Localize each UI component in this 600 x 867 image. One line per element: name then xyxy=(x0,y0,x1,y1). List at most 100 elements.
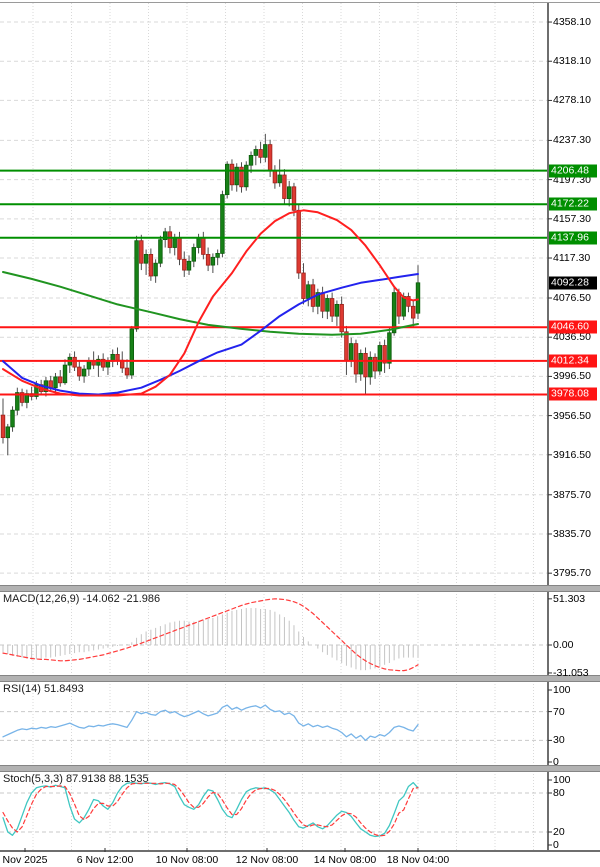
price-tick-label: 4278.10 xyxy=(553,94,591,107)
bull-candle xyxy=(162,231,168,241)
bull-candle xyxy=(415,282,421,314)
bear-candle xyxy=(139,240,144,264)
time-axis-label: 10 Nov 08:00 xyxy=(155,854,219,866)
time-axis[interactable]: Nov 2025 6 Nov 12:00 10 Nov 08:00 12 Nov 08… xyxy=(0,852,600,867)
bear-candle xyxy=(0,414,6,439)
rsi-indicator-label: RSI(14) 51.8493 xyxy=(3,683,84,695)
bull-candle xyxy=(129,328,134,376)
stoch-tick-label: 100 xyxy=(553,774,571,786)
price-axis[interactable]: 4358.10 4318.10 4278.10 4237.30 4197.30 4157.… xyxy=(549,0,600,852)
price-tick-label: 3996.50 xyxy=(553,370,591,383)
bear-candle xyxy=(363,352,368,378)
bull-candle xyxy=(210,256,216,266)
price-tick-label: 3795.70 xyxy=(553,567,591,580)
macd-tick-label: 51.303 xyxy=(553,592,586,605)
stoch-tick-label: 0 xyxy=(553,839,559,851)
bear-candle xyxy=(177,237,182,260)
bear-candle xyxy=(291,186,297,211)
rsi-tick-label: 100 xyxy=(553,684,571,696)
bull-candle xyxy=(191,247,196,262)
bear-candle xyxy=(272,170,278,184)
macd-indicator-label: MACD(12,26,9) -14.062 -21.986 xyxy=(3,593,161,605)
panel-separator[interactable] xyxy=(0,765,600,772)
time-axis-label: Nov 2025 xyxy=(2,854,48,866)
bear-candle xyxy=(124,367,130,376)
support-price-label: 4012.34 xyxy=(549,354,597,368)
panel-separator[interactable] xyxy=(0,585,600,592)
bull-candle xyxy=(234,166,239,186)
ma_blue_fast-line xyxy=(2,273,419,396)
price-tick-label: 4117.30 xyxy=(553,252,591,265)
bear-candle xyxy=(205,253,211,266)
bull-candle xyxy=(224,163,230,195)
bull-candle xyxy=(286,186,292,200)
resistance-price-label: 4172.22 xyxy=(549,197,597,211)
bear-candle xyxy=(239,166,244,188)
bull-candle xyxy=(387,332,392,364)
bear-candle xyxy=(406,296,411,307)
bear-candle xyxy=(353,343,359,375)
panel-separator[interactable] xyxy=(0,675,600,682)
bear-candle xyxy=(267,144,273,172)
bear-candle xyxy=(320,292,325,312)
price-tick-label: 4157.30 xyxy=(553,212,591,225)
bull-candle xyxy=(143,253,149,264)
bear-candle xyxy=(410,305,416,319)
bull-candle xyxy=(377,345,382,372)
bull-candle xyxy=(391,292,397,334)
time-axis-label: 18 Nov 04:00 xyxy=(386,854,450,866)
bull-candle xyxy=(358,352,363,375)
bull-candle xyxy=(253,149,258,156)
bull-candle xyxy=(315,292,320,307)
price-tick-label: 4358.10 xyxy=(553,16,591,29)
bear-candle xyxy=(115,353,120,361)
bear-candle xyxy=(382,345,387,364)
stoch-indicator-label: Stoch(5,3,3) 87.9138 88.1535 xyxy=(3,773,149,785)
stoch-main-line xyxy=(2,781,419,838)
bull-candle xyxy=(5,426,10,439)
bull-candle xyxy=(86,360,92,370)
bull-candle xyxy=(244,164,249,188)
bull-candle xyxy=(81,368,87,377)
macd-signal-line xyxy=(2,598,419,672)
support-price-label: 4046.60 xyxy=(549,320,597,334)
time-axis-label: 6 Nov 12:00 xyxy=(76,854,134,866)
bull-candle xyxy=(153,262,158,277)
bull-candle xyxy=(186,260,192,271)
rsi-tick-label: 70 xyxy=(553,705,565,718)
bull-candle xyxy=(96,358,101,366)
bull-candle xyxy=(158,239,163,264)
bull-candle xyxy=(263,144,268,158)
bull-candle xyxy=(334,303,340,317)
stoch-tick-label: 80 xyxy=(553,787,565,799)
bull-candle xyxy=(348,343,354,361)
bull-candle xyxy=(134,240,139,330)
resistance-price-label: 4206.48 xyxy=(549,164,597,178)
bull-candle xyxy=(368,356,373,378)
resistance-price-label: 4137.96 xyxy=(549,231,597,245)
bear-candle xyxy=(148,253,154,277)
support-price-label: 3978.08 xyxy=(549,387,597,401)
macd-tick-label: -31.053 xyxy=(553,666,589,679)
bear-candle xyxy=(72,356,77,368)
bear-candle xyxy=(201,237,206,255)
bull-candle xyxy=(105,360,111,368)
price-tick-label: 3875.70 xyxy=(553,488,591,501)
price-tick-label: 3916.50 xyxy=(553,448,591,461)
rsi-line xyxy=(2,704,419,742)
bear-candle xyxy=(229,163,235,186)
bull-candle xyxy=(325,298,330,312)
time-axis-label: 12 Nov 08:00 xyxy=(235,854,299,866)
bull-candle xyxy=(10,409,15,428)
bull-candle xyxy=(277,174,282,184)
bull-candle xyxy=(215,252,220,258)
ma_green_slow-line xyxy=(2,271,419,336)
bear-candle xyxy=(396,292,402,317)
bear-candle xyxy=(282,174,287,199)
bull-candle xyxy=(15,392,20,411)
bear-candle xyxy=(48,380,53,389)
macd-tick-label: 0.00 xyxy=(553,639,574,651)
bear-candle xyxy=(182,258,187,271)
